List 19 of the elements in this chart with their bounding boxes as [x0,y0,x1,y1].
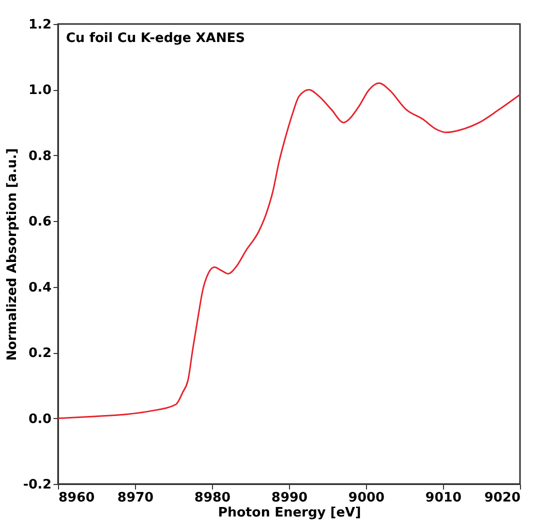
x-tick-label: 9010 [425,490,462,506]
x-tick-label: 8990 [271,490,308,506]
y-tick-label: -0.2 [23,478,52,492]
y-tick-label: 0.8 [28,148,52,164]
y-axis-title: Normalized Absorption [a.u.] [5,148,20,361]
y-tick-label: 1.0 [28,83,52,98]
y-tick-label: 1.2 [28,18,52,32]
y-tick-label: 0.6 [28,214,52,230]
x-tick-label: 9020 [484,490,520,506]
y-tick-label: 0.0 [28,412,52,427]
x-tick-label: 8960 [58,490,95,506]
text: Cu foil Cu K-edge XANES [66,31,245,46]
x-tick-label: 9000 [348,490,385,506]
x-tick-label: 8970 [117,490,154,506]
line-series [57,82,521,420]
y-tick-label: 0.2 [28,346,52,362]
x-axis-title: Photon Energy [eV] [218,506,362,520]
y-tick-label: 0.4 [28,280,52,296]
x-tick-label: 8980 [194,490,231,506]
